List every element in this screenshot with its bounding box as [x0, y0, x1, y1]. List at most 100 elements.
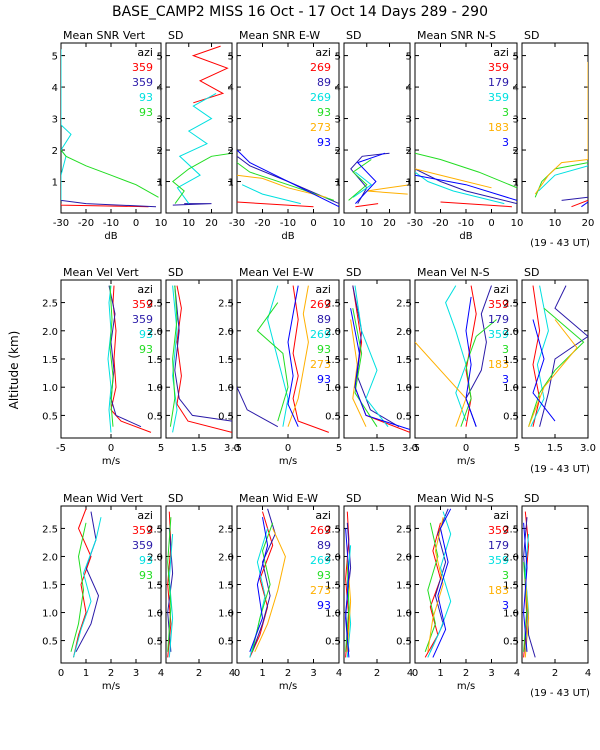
- series-line-3: [460, 319, 497, 427]
- x-tick-label: 0: [285, 443, 291, 454]
- x-tick-label: -30: [229, 218, 245, 229]
- y-tick-label: 1.5: [396, 355, 412, 366]
- series-line-93: [176, 92, 217, 204]
- y-tick-label: 2.0: [42, 552, 58, 563]
- legend-entry: 359: [488, 298, 509, 311]
- series-line-183: [415, 168, 492, 189]
- legend-entry: 273: [310, 358, 331, 371]
- legend-entry: 359: [488, 91, 509, 104]
- x-tick-label: 0: [310, 218, 316, 229]
- series-line-93: [287, 285, 299, 427]
- y-tick-label: 1.0: [503, 609, 519, 620]
- y-tick-label: 5: [406, 52, 412, 63]
- y-tick-label: 0.5: [325, 637, 341, 648]
- series-line-359: [176, 285, 232, 433]
- panel-wid-ew: Mean Wid E-W 0.5 1.0 1.5 2.0 2.5 0 1 2 3 4 m/s azi 26…: [218, 492, 342, 692]
- legend-entry: 93: [139, 569, 153, 582]
- legend-entry: 89: [317, 539, 331, 552]
- legend-entry: 3: [502, 373, 509, 386]
- panel-frame: [521, 42, 589, 214]
- y-tick-label: 3: [513, 115, 519, 126]
- legend-entry: 93: [317, 136, 331, 149]
- series-line-359: [440, 201, 512, 208]
- x-tick-label: -20: [432, 218, 448, 229]
- y-tick-label: 0.5: [396, 637, 412, 648]
- x-tick-label: 0: [234, 668, 240, 679]
- x-tick-label: 0: [133, 218, 139, 229]
- y-tick-label: 4: [228, 83, 234, 94]
- y-tick-label: 1.5: [218, 355, 234, 366]
- y-tick-label: 0.5: [42, 411, 58, 422]
- y-tick-label: 0.5: [147, 411, 163, 422]
- x-tick-label: 3: [488, 668, 494, 679]
- series-line-273: [237, 174, 327, 198]
- panel-title: SD: [524, 29, 539, 42]
- panel-title: SD: [346, 266, 361, 279]
- series-line-3: [465, 296, 477, 427]
- y-tick-label: 2.0: [218, 552, 234, 563]
- series-line-183: [528, 319, 578, 427]
- y-tick-label: 2: [335, 146, 341, 157]
- series-line-359: [172, 203, 212, 206]
- panel-title: Mean Wid E-W: [239, 492, 318, 505]
- series-line-3: [415, 174, 517, 201]
- panel-title: SD: [346, 29, 361, 42]
- utc-note-row3: (19 - 43 UT): [530, 688, 590, 699]
- x-tick-label: 20: [582, 218, 595, 229]
- y-tick-label: 5: [228, 52, 234, 63]
- y-tick-label: 2.0: [396, 327, 412, 338]
- y-tick-label: 0.5: [218, 637, 234, 648]
- series-line-3: [523, 562, 528, 652]
- x-tick-label: 3: [310, 668, 316, 679]
- x-tick-label: 5: [514, 443, 520, 454]
- legend-entry: 179: [488, 539, 509, 552]
- panel-title: SD: [168, 266, 183, 279]
- y-tick-label: 3: [157, 115, 163, 126]
- legend-entry: azi: [493, 509, 509, 522]
- x-tick-label: -20: [78, 218, 94, 229]
- x-tick-label: 2: [285, 668, 291, 679]
- x-tick-label: 1: [259, 668, 265, 679]
- series-line-93: [109, 285, 114, 427]
- y-tick-label: 1.5: [325, 355, 341, 366]
- x-tick-label: 1.5: [369, 443, 385, 454]
- series-line-269: [267, 285, 289, 427]
- series-line-269: [292, 285, 329, 433]
- x-axis-label: dB: [281, 231, 294, 242]
- y-tick-label: 1.0: [325, 609, 341, 620]
- series-line-359: [73, 508, 92, 658]
- y-tick-label: 2.5: [396, 524, 412, 535]
- x-tick-label: 3.0: [224, 443, 240, 454]
- y-tick-label: 1.5: [218, 581, 234, 592]
- x-tick-label: 2: [108, 668, 114, 679]
- y-tick-label: 1.0: [396, 609, 412, 620]
- panel-title: Mean Vel E-W: [239, 266, 314, 279]
- x-axis-label: m/s: [457, 681, 475, 692]
- y-tick-label: 2.5: [42, 524, 58, 535]
- x-tick-label: 4: [514, 668, 520, 679]
- series-line-89: [251, 508, 276, 652]
- legend-entry: 273: [310, 121, 331, 134]
- series-line-3: [532, 319, 556, 422]
- series-line-3: [581, 201, 588, 208]
- x-tick-label: 0: [488, 218, 494, 229]
- panel-snr-vert-sd: SD 1 2 3 4 5 10 20: [157, 29, 233, 229]
- legend-entry: 359: [488, 328, 509, 341]
- legend-entry: 269: [310, 524, 331, 537]
- y-tick-label: 4: [52, 83, 58, 94]
- series-line-93: [350, 308, 410, 430]
- series-line-89: [237, 386, 279, 428]
- panel-frame: [165, 42, 233, 214]
- y-tick-label: 2.5: [147, 299, 163, 310]
- x-tick-label: 10: [155, 218, 168, 229]
- legend-entry: 93: [139, 328, 153, 341]
- series-line-269: [237, 201, 314, 208]
- x-tick-label: -5: [56, 443, 66, 454]
- series-line-93: [251, 522, 274, 652]
- series-line-359: [538, 165, 588, 192]
- y-tick-label: 1: [52, 178, 58, 189]
- y-axis-label: Altitude (km): [7, 331, 21, 410]
- x-tick-label: 2: [374, 668, 380, 679]
- y-tick-label: 1.0: [42, 609, 58, 620]
- panel-title: SD: [524, 266, 539, 279]
